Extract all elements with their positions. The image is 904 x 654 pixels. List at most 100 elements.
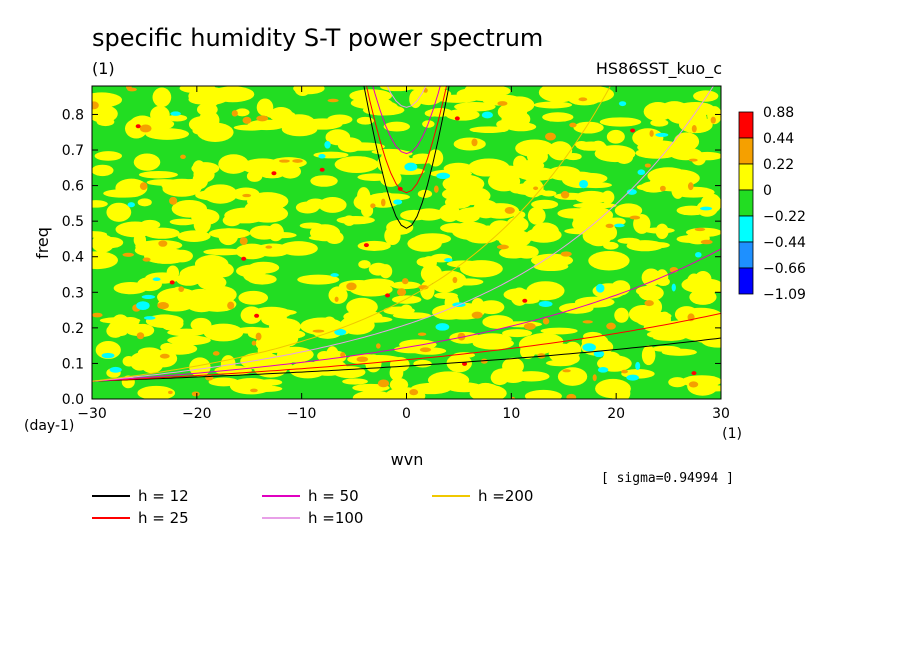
field-patch [349,282,393,297]
field-patch [318,153,326,159]
x-axis-label: wvn [391,450,424,469]
field-patch [630,128,636,133]
field-patch [92,251,118,270]
field-patch [497,101,508,106]
field-patch [573,202,617,209]
field-patch [133,153,161,171]
field-patch [340,352,346,358]
field-patch [386,219,414,235]
field-patch [122,252,135,257]
field-patch [137,347,162,358]
field-patch [526,281,565,301]
field-patch [513,155,528,172]
field-patch [638,285,664,301]
field-patch [413,233,452,245]
field-patch [392,312,432,319]
field-patch [522,298,528,303]
field-patch [605,223,614,228]
field-patch [340,142,385,151]
field-patch [710,116,716,124]
field-patch [412,153,433,161]
field-patch [168,390,173,395]
field-patch [454,211,468,222]
field-patch [346,297,378,317]
y-tick-label: 0.8 [62,107,84,123]
field-patch [152,87,172,108]
legend-label: h = 50 [308,487,359,505]
field-patch [250,388,258,393]
field-patch [256,115,269,122]
field-patch [560,251,572,257]
field-patch [292,159,303,163]
field-patch [171,199,208,218]
field-patch [573,121,604,134]
field-patch [136,332,145,340]
field-patch [203,248,245,256]
field-patch [299,222,323,229]
field-patch [445,373,459,389]
field-patch [252,306,292,320]
field-patch [419,347,432,353]
field-patch [247,119,286,131]
field-patch [169,280,175,285]
sigma-note: [ sigma=0.94994 ] [601,471,734,486]
field-patch [355,156,372,168]
field-patch [514,245,539,259]
field-patch [452,186,491,206]
field-patch [637,169,646,176]
field-patch [644,163,651,168]
field-patch [400,209,429,221]
field-patch [659,185,666,192]
field-patch [533,186,539,191]
y-tick-label: 0.6 [62,179,84,195]
field-patch [129,352,150,371]
field-patch [468,158,510,177]
field-patch [459,260,503,278]
field-patch [167,335,211,346]
field-patch [294,86,311,97]
field-patch [328,286,348,304]
field-patch [279,241,318,256]
field-patch [357,240,391,251]
field-patch [668,377,687,388]
field-patch [621,369,628,374]
legend: h = 12 h = 25 h = 50 h =100 h =200 [92,487,533,527]
field-patch [438,203,461,223]
field-patch [524,389,562,399]
field-patch [489,220,512,235]
field-patch [106,202,132,222]
field-patch [541,90,566,98]
field-patch [101,352,115,359]
field-patch [162,180,202,197]
field-patch [92,104,118,123]
field-patch [390,281,421,290]
field-patch [501,115,522,123]
field-patch [471,311,483,319]
chart-subtitle-left: (1) [92,59,115,78]
field-patch [533,261,569,272]
field-patch [135,124,141,129]
y-tick-label: 0.3 [62,285,84,301]
field-patch [158,249,176,263]
field-patch [265,110,296,119]
field-patch [594,145,636,163]
field-patch [232,187,260,201]
legend-label: h = 25 [138,509,189,527]
field-patch [626,189,637,195]
field-patch [393,345,430,354]
field-patch [167,328,206,337]
field-patch [127,202,135,208]
field-patch [145,128,190,140]
field-patch [681,375,721,388]
field-patch [356,116,374,125]
y-tick-label: 0.0 [62,392,84,408]
field-patch [656,277,670,287]
field-patch [649,130,654,137]
field-patch [409,389,419,396]
field-patch [691,125,697,133]
field-patch [121,317,140,327]
field-patch [700,239,713,245]
field-patch [92,234,115,253]
field-patch [541,190,557,197]
field-patch [434,292,458,299]
